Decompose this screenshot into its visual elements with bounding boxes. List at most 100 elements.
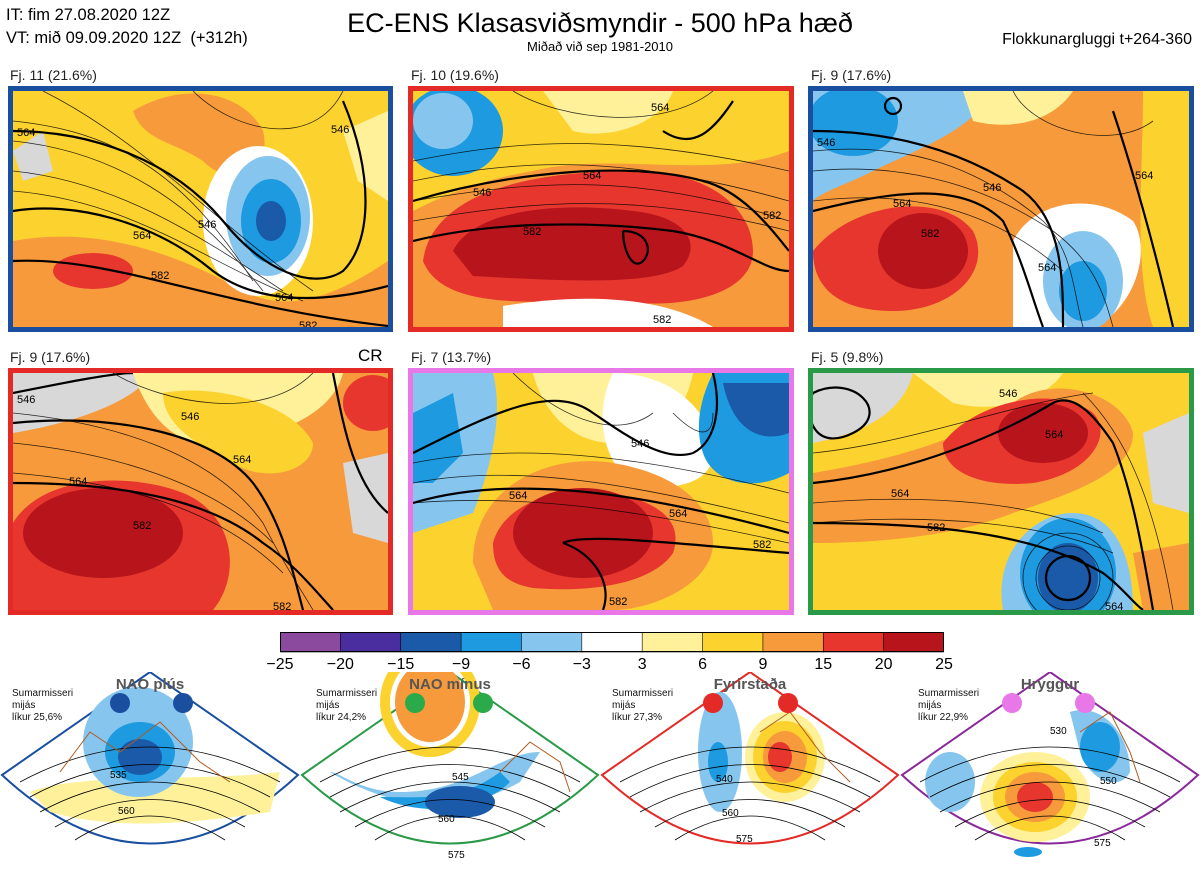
contour-label: 582	[763, 210, 781, 222]
colorbar-segment	[460, 631, 523, 653]
regime-contour-label: 560	[722, 808, 739, 819]
colorbar-tick-label: −15	[387, 656, 415, 673]
colorbar-tick-label: 15	[814, 656, 833, 673]
contour-label: 582	[753, 539, 771, 551]
regime-contour-label: 560	[438, 814, 455, 825]
regime-contour-label: 530	[1050, 726, 1067, 737]
contour-label: 564	[275, 292, 293, 304]
regime-contour-label: 545	[452, 772, 469, 783]
initial-time: IT: fim 27.08.2020 12Z	[6, 6, 171, 24]
contour-label: 582	[273, 601, 291, 610]
regime-dot-3b	[778, 693, 798, 713]
regime-dot-1b	[173, 693, 193, 713]
contour-label: 582	[133, 520, 151, 532]
contour-label: 564	[133, 230, 151, 242]
regime-info-3: Sumarmisseri mijás líkur 27,3%	[612, 688, 674, 723]
colorbar-tick-label: −6	[512, 656, 531, 673]
contour-label: 582	[921, 228, 939, 240]
regime-dot-2a	[405, 693, 425, 713]
contour-label: 564	[893, 198, 911, 210]
colorbar	[279, 631, 945, 661]
regime-title-2: NAO mínus	[409, 676, 491, 693]
colorbar-tick-label: −3	[572, 656, 591, 673]
panel-label-2: Fj. 10 (19.6%)	[411, 67, 499, 83]
regime-contour-label: 535	[110, 770, 127, 781]
colorbar-segment	[702, 631, 764, 653]
panel-label-1: Fj. 11 (21.6%)	[10, 67, 97, 83]
regime-dot-2b	[473, 693, 493, 713]
colorbar-segment	[521, 631, 583, 653]
colorbar-tick-label: 9	[758, 656, 768, 673]
regime-info-4: Sumarmisseri mijás líkur 22,9%	[918, 688, 980, 723]
panel-label-6: Fj. 5 (9.8%)	[811, 349, 884, 365]
regime-dot-4b	[1075, 693, 1095, 713]
regime-title-4: Hryggur	[1020, 676, 1080, 693]
regime-blocking: 540 560 575	[600, 670, 900, 845]
contour-label: 546	[198, 219, 216, 231]
contour-label: 564	[651, 102, 669, 114]
regime-title-1: NAO plús	[115, 676, 185, 693]
cluster-map-5: 564 546 564 582 582	[408, 368, 794, 615]
contour-label: 564	[583, 170, 601, 182]
colorbar-segment	[822, 631, 885, 653]
regime-contour-label: 575	[736, 834, 753, 845]
colorbar-tick-label: −25	[266, 656, 294, 673]
contour-label: 582	[523, 226, 541, 238]
contour-label: 582	[151, 270, 169, 282]
regime-contour-label: 540	[716, 774, 733, 785]
regime-contour-label: 575	[1094, 838, 1111, 849]
colorbar-tick-label: 25	[935, 656, 953, 673]
regimes-row: 535 560 545 560 575	[0, 647, 1200, 871]
contour-label: 582	[609, 596, 627, 608]
regime-dot-1a	[110, 693, 130, 713]
contour-label: 564	[509, 490, 527, 502]
contour-label: 546	[983, 182, 1001, 194]
regime-ridge: 530 550 575	[900, 670, 1200, 857]
regime-dot-3a	[703, 693, 723, 713]
cluster-map-6: 546 564 564 582 564	[808, 368, 1194, 615]
cluster-map-4: 546 546 564 564 582 582	[8, 368, 393, 615]
cluster-map-3: 546 564 546 582 564 564	[808, 86, 1194, 332]
map-title: EC-ENS Klasasviðsmyndir - 500 hPa hæð	[347, 8, 853, 38]
contour-label: 564	[1045, 429, 1063, 441]
contour-label: 546	[181, 411, 199, 423]
regime-contour-label: 550	[1100, 776, 1117, 787]
cluster-map-2: 564 546 564 582 582 582	[408, 86, 794, 332]
regime-info-2: Sumarmisseri mijás líkur 24,2%	[316, 688, 378, 723]
panel-label-5: Fj. 7 (13.7%)	[411, 349, 492, 365]
contour-label: 564	[1135, 170, 1153, 182]
contour-label: 564	[1038, 262, 1056, 274]
panel-label-3: Fj. 9 (17.6%)	[811, 67, 892, 83]
contour-label: 564	[669, 508, 687, 520]
regime-contour-label: 560	[118, 806, 135, 817]
regime-info-1: Sumarmisseri mijás líkur 25,6%	[12, 688, 74, 723]
contour-label: 546	[999, 388, 1017, 400]
regime-title-3: Fyrirstaða	[713, 676, 787, 693]
regime-nao-plus: 535 560	[0, 670, 300, 845]
cr-badge: CR	[358, 346, 383, 365]
contour-label: 564	[17, 127, 35, 139]
colorbar-segment	[400, 631, 462, 653]
contour-label: 564	[891, 488, 909, 500]
colorbar-segment	[581, 631, 643, 653]
header-info: IT: fim 27.08.2020 12Z VT: mið 09.09.202…	[6, 4, 248, 50]
contour-label: 564	[233, 454, 251, 466]
contour-label: 564	[69, 476, 87, 488]
contour-label: 582	[927, 522, 945, 534]
contour-label: 546	[331, 124, 349, 136]
contour-label: 546	[631, 438, 649, 450]
contour-label: 564	[1105, 601, 1123, 610]
classification-window: Flokkunargluggi t+264-360	[1002, 31, 1192, 48]
colorbar-segment	[883, 631, 945, 653]
contour-label: 546	[17, 394, 35, 406]
colorbar-segment	[641, 631, 704, 653]
colorbar-tick-label: −20	[326, 656, 354, 673]
contour-label: 546	[473, 187, 491, 199]
contour-label: 582	[653, 314, 671, 326]
cluster-map-1: 564 546 546 564 582 564 582	[8, 86, 393, 332]
colorbar-segment	[340, 631, 402, 653]
contour-label: 582	[299, 320, 317, 327]
map-subtitle: Miðað við sep 1981-2010	[527, 39, 673, 54]
colorbar-tick-label: 3	[637, 656, 647, 673]
regime-contour-label: 575	[448, 850, 465, 861]
